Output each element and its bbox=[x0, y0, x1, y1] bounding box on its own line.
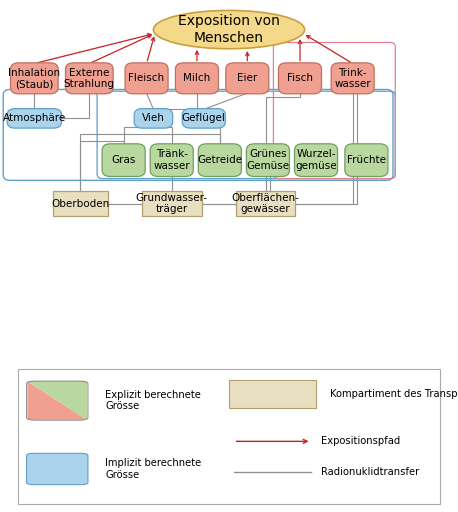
Text: Oberboden: Oberboden bbox=[51, 199, 109, 209]
Text: Wurzel-
gemüse: Wurzel- gemüse bbox=[295, 150, 337, 171]
FancyBboxPatch shape bbox=[294, 144, 338, 177]
FancyBboxPatch shape bbox=[102, 144, 145, 177]
Text: Grünes
Gemüse: Grünes Gemüse bbox=[246, 150, 289, 171]
Ellipse shape bbox=[153, 10, 305, 49]
Bar bbox=[53, 191, 108, 216]
Text: Explizit berechnete
Grösse: Explizit berechnete Grösse bbox=[105, 390, 201, 412]
FancyBboxPatch shape bbox=[246, 144, 289, 177]
Text: Tränk-
wasser: Tränk- wasser bbox=[153, 150, 190, 171]
Text: Geflügel: Geflügel bbox=[182, 113, 226, 123]
Bar bbox=[142, 191, 202, 216]
Text: Atmosphäre: Atmosphäre bbox=[3, 113, 66, 123]
FancyBboxPatch shape bbox=[226, 63, 269, 94]
Text: Grundwasser-
träger: Grundwasser- träger bbox=[136, 193, 208, 215]
Text: Eier: Eier bbox=[237, 73, 257, 83]
FancyBboxPatch shape bbox=[134, 109, 173, 128]
Text: Früchte: Früchte bbox=[347, 155, 386, 165]
Text: Trink-
wasser: Trink- wasser bbox=[334, 68, 371, 89]
Text: Gras: Gras bbox=[111, 155, 136, 165]
Text: Exposition von
Menschen: Exposition von Menschen bbox=[178, 14, 280, 45]
Text: Vieh: Vieh bbox=[142, 113, 165, 123]
Text: Kompartiment des Transportmodells: Kompartiment des Transportmodells bbox=[330, 389, 458, 399]
FancyBboxPatch shape bbox=[11, 63, 58, 94]
Bar bbox=[229, 380, 316, 408]
Text: Milch: Milch bbox=[183, 73, 211, 83]
FancyBboxPatch shape bbox=[198, 144, 241, 177]
Bar bbox=[236, 191, 295, 216]
Text: Oberflächen-
gewässer: Oberflächen- gewässer bbox=[232, 193, 300, 215]
FancyBboxPatch shape bbox=[331, 63, 374, 94]
Bar bbox=[18, 369, 440, 504]
Text: Getreide: Getreide bbox=[197, 155, 242, 165]
FancyBboxPatch shape bbox=[150, 144, 193, 177]
Text: Externe
Strahlung: Externe Strahlung bbox=[64, 68, 115, 89]
FancyBboxPatch shape bbox=[125, 63, 168, 94]
Text: Radionuklidtransfer: Radionuklidtransfer bbox=[321, 467, 419, 477]
FancyBboxPatch shape bbox=[27, 453, 88, 485]
Polygon shape bbox=[27, 381, 87, 420]
FancyBboxPatch shape bbox=[7, 109, 61, 128]
Text: Fisch: Fisch bbox=[287, 73, 313, 83]
Text: Fleisch: Fleisch bbox=[129, 73, 164, 83]
Text: Implizit berechnete
Grösse: Implizit berechnete Grösse bbox=[105, 458, 202, 480]
Text: Expositionspfad: Expositionspfad bbox=[321, 436, 400, 446]
FancyBboxPatch shape bbox=[345, 144, 388, 177]
FancyBboxPatch shape bbox=[278, 63, 322, 94]
FancyBboxPatch shape bbox=[182, 109, 225, 128]
Polygon shape bbox=[27, 381, 87, 420]
FancyBboxPatch shape bbox=[175, 63, 218, 94]
FancyBboxPatch shape bbox=[65, 63, 113, 94]
Text: Inhalation
(Staub): Inhalation (Staub) bbox=[8, 68, 60, 89]
